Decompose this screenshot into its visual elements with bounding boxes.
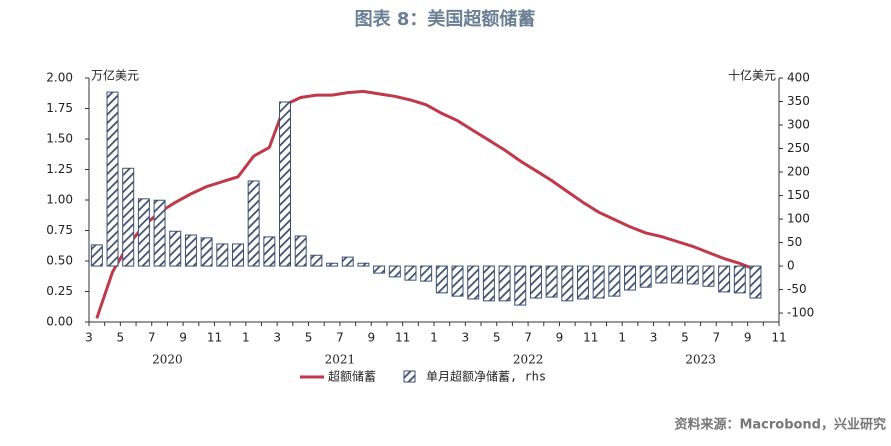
bar — [451, 265, 464, 297]
y2-tick-label: 250 — [787, 141, 810, 155]
bar — [702, 265, 715, 287]
bar — [514, 265, 527, 306]
bar — [279, 101, 292, 267]
bar — [435, 265, 448, 294]
y2-tick-label: -50 — [787, 282, 807, 296]
bar — [388, 265, 401, 278]
y-tick-label: 1.25 — [46, 162, 73, 176]
bar — [137, 198, 150, 267]
bar — [216, 243, 229, 267]
y-tick-label: 1.75 — [46, 101, 73, 115]
x-tick-label: 1 — [242, 331, 250, 345]
y2-axis-title: 十亿美元 — [728, 68, 776, 83]
bar — [373, 265, 386, 274]
x-tick-label: 9 — [179, 331, 187, 345]
x-tick-label: 9 — [367, 331, 375, 345]
bar — [169, 230, 182, 267]
bar — [247, 180, 260, 267]
x-tick-label: 5 — [305, 331, 313, 345]
source-note: 资料来源：Macrobond，兴业研究 — [674, 417, 886, 433]
bar — [357, 262, 370, 267]
bar — [482, 265, 495, 302]
legend-swatch — [403, 370, 416, 383]
bar — [420, 265, 433, 282]
bar — [529, 265, 542, 299]
x-tick-label: 1 — [618, 331, 626, 345]
y2-tick-label: -100 — [787, 306, 814, 320]
bar — [561, 265, 574, 302]
bar — [733, 265, 746, 294]
bar — [671, 265, 684, 284]
y2-tick-label: 300 — [787, 118, 810, 132]
bar — [404, 265, 417, 281]
x-tick-label: 7 — [712, 331, 720, 345]
year-label: 2022 — [513, 353, 544, 367]
line — [95, 89, 757, 319]
legend-label: 超额储蓄 — [328, 369, 376, 384]
x-tick-label: 3 — [85, 331, 93, 345]
x-tick-label: 11 — [207, 331, 222, 345]
bar — [624, 265, 637, 291]
x-tick-label: 3 — [650, 331, 658, 345]
bar — [655, 265, 668, 284]
x-tick-label: 9 — [744, 331, 752, 345]
bar — [122, 167, 135, 267]
chart-title: 图表 8：美国超额储蓄 — [355, 8, 536, 30]
x-tick-label: 11 — [771, 331, 786, 345]
bar — [184, 234, 197, 267]
bar — [749, 265, 762, 299]
bar — [545, 265, 558, 298]
bar — [592, 265, 605, 299]
y2-tick-label: 100 — [787, 212, 810, 226]
year-label: 2023 — [685, 353, 716, 367]
bar — [200, 237, 213, 267]
bar — [498, 265, 511, 302]
y-tick-label: 0.25 — [46, 284, 73, 298]
x-tick-label: 11 — [395, 331, 410, 345]
bar — [718, 265, 731, 293]
y-tick-label: 1.00 — [46, 193, 73, 207]
x-tick-label: 3 — [462, 331, 470, 345]
bar — [231, 243, 244, 267]
bar — [294, 235, 307, 267]
y-tick-label: 0.75 — [46, 223, 73, 237]
x-tick-label: 5 — [493, 331, 501, 345]
x-tick-label: 7 — [148, 331, 156, 345]
bar — [639, 265, 652, 288]
y-axis-title: 万亿美元 — [91, 68, 139, 83]
y2-tick-label: 350 — [787, 94, 810, 108]
bar — [90, 244, 103, 267]
year-label: 2020 — [152, 353, 183, 367]
bar — [106, 91, 119, 267]
bar — [326, 262, 339, 267]
year-label: 2021 — [325, 353, 356, 367]
bar — [467, 265, 480, 300]
x-tick-label: 7 — [336, 331, 344, 345]
y2-tick-label: 150 — [787, 188, 810, 202]
x-tick-label: 9 — [556, 331, 564, 345]
y2-tick-label: 0 — [787, 259, 795, 273]
bar — [263, 236, 276, 267]
x-tick-label: 1 — [430, 331, 438, 345]
x-tick-label: 5 — [681, 331, 689, 345]
bar — [153, 199, 166, 267]
x-tick-label: 7 — [524, 331, 532, 345]
bar — [686, 265, 699, 285]
y2-tick-label: 50 — [787, 235, 802, 249]
y-tick-label: 0.50 — [46, 254, 73, 268]
y-tick-label: 0.00 — [46, 315, 73, 329]
x-tick-label: 5 — [117, 331, 125, 345]
bar — [341, 256, 354, 267]
bar — [576, 265, 589, 300]
y2-tick-label: 200 — [787, 165, 810, 179]
bar — [310, 254, 323, 267]
x-tick-label: 11 — [583, 331, 598, 345]
y2-tick-label: 400 — [787, 71, 810, 85]
x-tick-label: 3 — [273, 331, 281, 345]
y-tick-label: 1.50 — [46, 132, 73, 146]
legend-label: 单月超额净储蓄, rhs — [426, 369, 546, 384]
bar — [608, 265, 621, 297]
y-tick-label: 2.00 — [46, 71, 73, 85]
